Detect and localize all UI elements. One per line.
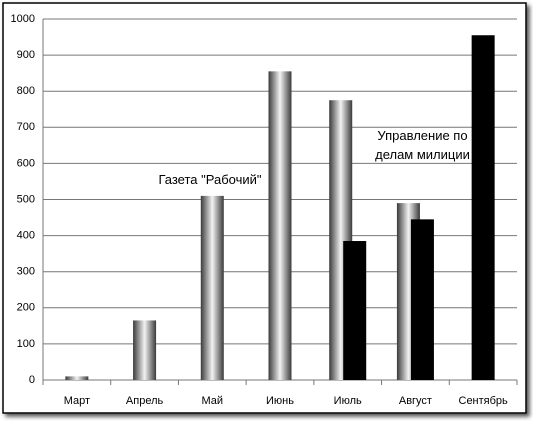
y-tick-label: 300 [17,266,35,278]
y-tick-label: 500 [17,193,35,205]
x-tick-label: Апрель [126,395,164,407]
y-tick-label: 600 [17,157,35,169]
y-tick-label: 700 [17,121,35,133]
x-tick-label: Май [202,395,224,407]
bar [268,71,292,380]
bar [200,195,224,380]
y-tick-label: 1000 [11,13,35,25]
bar [133,320,157,380]
series-label: Управление по делам милиции [375,128,470,162]
y-tick-label: 800 [17,85,35,97]
x-tick-label: Июль [334,395,362,407]
x-tick-label: Июнь [266,395,294,407]
series-label: Газета "Рабочий" [158,172,262,187]
y-tick-label: 900 [17,49,35,61]
bar [65,376,89,380]
x-tick-label: Сентябрь [459,395,509,407]
bar [410,219,434,380]
y-tick-label: 400 [17,230,35,242]
y-tick-label: 0 [29,374,35,386]
x-tick-label: Март [64,395,90,407]
bar [343,241,367,380]
bar [471,35,495,381]
frame [2,2,527,414]
x-tick-label: Август [399,395,432,407]
y-tick-label: 200 [17,302,35,314]
y-tick-label: 100 [17,338,35,350]
